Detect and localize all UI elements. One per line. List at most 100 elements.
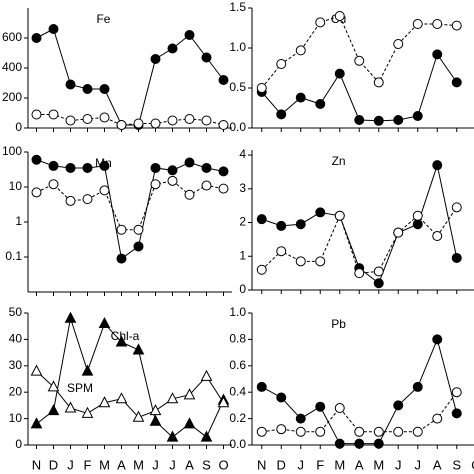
series-line (36, 28, 224, 126)
point (373, 77, 384, 88)
point (31, 154, 42, 165)
point (184, 114, 195, 124)
point (432, 413, 443, 424)
x-tick-label: O (471, 457, 474, 472)
point (48, 24, 59, 34)
y-tick-label: 10 (9, 411, 23, 425)
x-tick-label: D (49, 457, 58, 472)
point (451, 77, 462, 88)
y-tick-label: 0.2 (229, 411, 246, 425)
point (132, 410, 145, 422)
point (116, 253, 127, 264)
y-tick-label: 0.0 (229, 120, 246, 134)
point (354, 115, 365, 125)
point (256, 426, 267, 437)
y-tick-label: 2 (239, 215, 246, 229)
point (82, 162, 93, 173)
series-label: SPM (67, 381, 93, 395)
x-tick-label: J (67, 457, 74, 472)
y-tick-label: 0 (239, 282, 246, 296)
point (99, 160, 110, 171)
point (315, 207, 326, 218)
point (451, 387, 462, 398)
series-line (36, 159, 224, 260)
point (167, 43, 178, 54)
point (412, 210, 423, 221)
point (373, 438, 384, 449)
x-tick-label: J (415, 457, 422, 472)
point (218, 75, 229, 85)
x-tick-label: M (99, 457, 110, 472)
point (432, 231, 443, 242)
point (276, 59, 287, 69)
point (65, 195, 76, 206)
point (201, 115, 212, 126)
point (166, 430, 179, 442)
point (412, 19, 423, 29)
point (133, 241, 144, 252)
series-line (36, 114, 224, 126)
point (133, 118, 144, 129)
x-tick-label: S (202, 457, 211, 472)
point (217, 396, 230, 408)
x-tick-label: M (133, 457, 144, 472)
point (354, 268, 365, 279)
point (256, 264, 267, 275)
point (393, 227, 404, 238)
y-tick-label: 1 (239, 248, 246, 262)
point (276, 392, 287, 403)
x-tick-label: M (334, 457, 345, 472)
point (354, 55, 365, 66)
point (451, 408, 462, 419)
point (218, 166, 229, 177)
y-tick-label: 0.1 (5, 249, 22, 263)
x-tick-label: D (277, 457, 286, 472)
y-tick-label: 10 (9, 179, 23, 193)
x-tick-label: J (395, 457, 402, 472)
point (167, 175, 178, 186)
point (334, 210, 345, 221)
point (116, 224, 127, 235)
point (276, 246, 287, 257)
point (334, 438, 345, 449)
point (315, 99, 326, 109)
point (373, 426, 384, 437)
point (31, 187, 42, 198)
point (30, 417, 43, 429)
point (48, 179, 59, 190)
point (200, 369, 213, 381)
x-tick-label: F (316, 457, 324, 472)
y-tick-label: 100 (2, 144, 22, 158)
point (276, 424, 287, 435)
point (412, 219, 423, 230)
panel-title: Fe (96, 12, 110, 26)
point (183, 417, 196, 429)
point (166, 392, 179, 404)
point (295, 219, 306, 230)
point (201, 52, 212, 63)
point (315, 256, 326, 267)
series-line (36, 370, 224, 418)
point (373, 266, 384, 277)
point (412, 111, 423, 121)
panel-title: Pb (331, 317, 346, 331)
point (82, 114, 93, 124)
y-tick-label: 1.5 (229, 0, 246, 14)
point (132, 343, 145, 355)
point (201, 180, 212, 191)
point (184, 157, 195, 168)
y-tick-label: 20 (9, 384, 23, 398)
x-tick-label: S (452, 457, 461, 472)
point (432, 160, 443, 171)
x-tick-label: J (169, 457, 176, 472)
y-tick-label: 0 (15, 437, 22, 451)
point (432, 334, 443, 345)
x-tick-label: J (298, 457, 305, 472)
point (276, 109, 287, 120)
y-tick-label: 40 (9, 332, 23, 346)
point (373, 115, 384, 126)
point (295, 45, 306, 56)
point (149, 404, 162, 416)
series-label: Chl-a (111, 329, 140, 343)
